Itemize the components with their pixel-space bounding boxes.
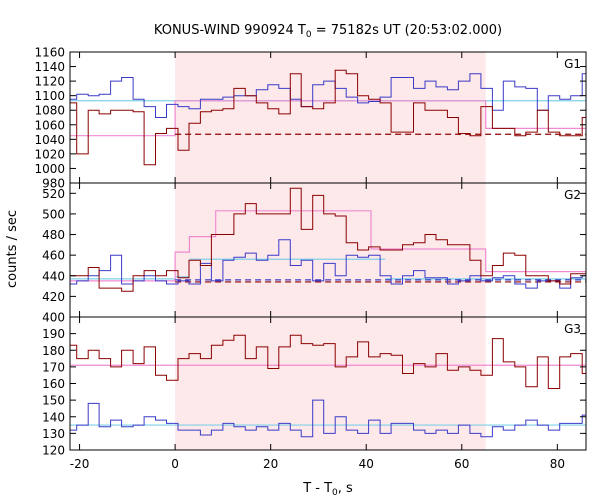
panel-label: G2 <box>564 188 581 202</box>
x-tick-label: 80 <box>550 457 565 471</box>
panel-g3: 120 130 140 150 160 170 180 190 G3 -20 0 20 40 60 80 <box>42 316 587 471</box>
y-tick-label: 1060 <box>34 118 65 132</box>
chart-title-main: KONUS-WIND 990924 T <box>154 23 306 38</box>
y-tick-label: 500 <box>42 207 65 221</box>
x-tick-label: 40 <box>359 457 374 471</box>
x-tick-label: 20 <box>263 457 278 471</box>
y-tick-label: 190 <box>42 327 65 341</box>
shaded-interval <box>175 183 486 317</box>
y-tick-label: 520 <box>42 187 65 201</box>
y-tick-label: 420 <box>42 290 65 304</box>
series-red <box>70 187 586 292</box>
y-tick-label: 480 <box>42 228 65 242</box>
x-axis-label-subscript: 0 <box>332 488 338 498</box>
y-tick-label: 1020 <box>34 147 65 161</box>
y-tick-label: 150 <box>42 394 65 408</box>
y-tick-label: 1160 <box>34 46 65 60</box>
y-tick-label: 460 <box>42 249 65 263</box>
y-tick-label: 440 <box>42 269 65 283</box>
shaded-interval <box>175 52 486 183</box>
series-blue <box>70 399 586 438</box>
shaded-interval <box>175 317 486 450</box>
y-tick-label: 140 <box>42 410 65 424</box>
x-axis-label-main: T - T <box>302 481 332 496</box>
chart-title-rest: = 75182s UT (20:53:02.000) <box>312 23 502 38</box>
y-tick-label: 180 <box>42 344 65 358</box>
y-tick-label: 160 <box>42 377 65 391</box>
x-tick-label: 60 <box>454 457 469 471</box>
chart-title: KONUS-WIND 990924 T0 = 75182s UT (20:53:… <box>154 23 502 40</box>
y-tick-label: 120 <box>42 444 65 458</box>
x-axis-label: T - T0, s <box>302 481 353 498</box>
x-tick-label: 0 <box>171 457 179 471</box>
x-axis-label-rest: , s <box>338 481 353 496</box>
y-axis-label: counts / sec <box>5 210 20 288</box>
plot-area <box>70 334 586 438</box>
y-tick-label: 1080 <box>34 104 65 118</box>
y-tick-label: 1120 <box>34 75 65 89</box>
y-tick-label: 1140 <box>34 60 65 74</box>
chart-title-subscript: 0 <box>306 30 312 40</box>
y-tick-label: 1100 <box>34 89 65 103</box>
y-tick-label: 170 <box>42 360 65 374</box>
plot-area <box>70 187 586 292</box>
y-tick-label: 980 <box>42 177 65 191</box>
plot-area <box>70 69 586 166</box>
y-tick-label: 400 <box>42 311 65 325</box>
panel-label: G3 <box>564 322 581 336</box>
panel-label: G1 <box>564 57 581 71</box>
y-tick-label: 1000 <box>34 162 65 176</box>
y-tick-label: 1040 <box>34 133 65 147</box>
series-red <box>70 69 586 166</box>
y-tick-label: 130 <box>42 427 65 441</box>
series-blue <box>70 239 586 289</box>
series-red <box>70 334 586 389</box>
x-tick-label: -20 <box>70 457 90 471</box>
panel-g2: 400 420 440 460 480 500 520 G2 <box>42 182 587 325</box>
pink-level-line <box>70 210 586 282</box>
